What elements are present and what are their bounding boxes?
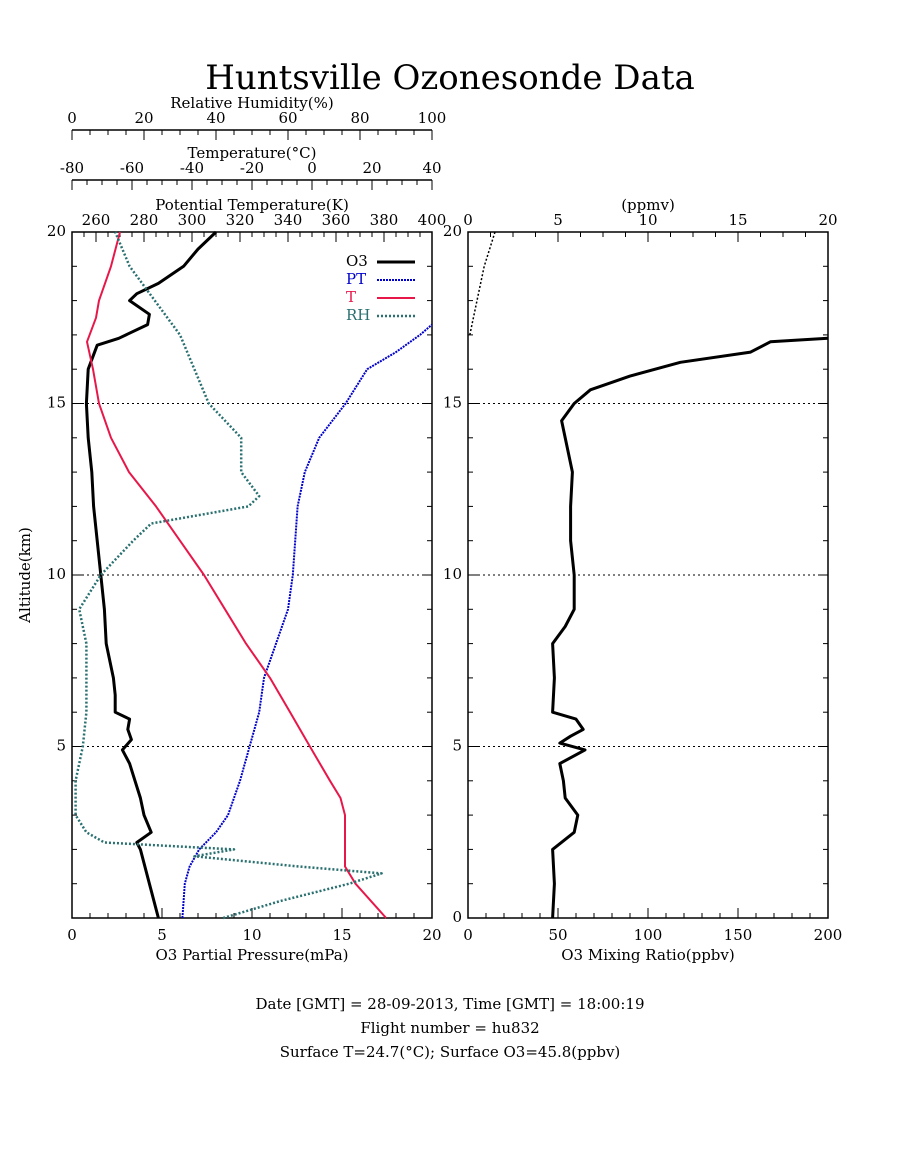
footer-line: Flight number = hu832 <box>360 1019 539 1037</box>
legend-label: RH <box>346 306 370 324</box>
top-axis-label: (ppmv) <box>621 196 675 214</box>
x-tick-label: 5 <box>157 926 167 944</box>
top-tick-label: 400 <box>418 211 447 229</box>
x-tick-label: 150 <box>724 926 753 944</box>
top-tick-label: 20 <box>818 211 837 229</box>
legend-label: T <box>346 288 356 306</box>
footer-line: Surface T=24.7(°C); Surface O3=45.8(ppbv… <box>280 1043 621 1061</box>
footer-line: Date [GMT] = 28-09-2013, Time [GMT] = 18… <box>255 995 644 1013</box>
top-tick-label: 15 <box>728 211 747 229</box>
top-tick-label: 340 <box>274 211 303 229</box>
y-tick-label: 20 <box>47 222 66 240</box>
top-tick-label: 100 <box>418 109 447 127</box>
top-tick-label: 300 <box>178 211 207 229</box>
series-line <box>181 323 433 919</box>
series-line <box>74 231 383 920</box>
top-tick-label: 280 <box>130 211 159 229</box>
y-tick-label: 10 <box>47 565 66 583</box>
y-tick-label: 5 <box>56 737 66 755</box>
x-axis-label: O3 Mixing Ratio(ppbv) <box>561 946 734 964</box>
top-tick-label: -80 <box>60 159 84 177</box>
top-tick-label: -20 <box>240 159 264 177</box>
x-tick-label: 20 <box>422 926 441 944</box>
chart-title: Huntsville Ozonesonde Data <box>205 58 695 98</box>
top-tick-label: 0 <box>307 159 317 177</box>
top-tick-label: 80 <box>350 109 369 127</box>
x-tick-label: 0 <box>67 926 77 944</box>
series-line <box>84 230 218 919</box>
top-axis-label: Potential Temperature(K) <box>155 196 349 214</box>
series-line <box>469 231 496 336</box>
x-tick-label: 50 <box>548 926 567 944</box>
x-tick-label: 200 <box>814 926 843 944</box>
y-axis-label: Altitude(km) <box>16 527 34 624</box>
top-tick-label: 40 <box>422 159 441 177</box>
top-tick-label: 5 <box>553 211 563 229</box>
y-tick-label: 15 <box>443 394 462 412</box>
top-tick-label: 260 <box>82 211 111 229</box>
top-tick-label: -60 <box>120 159 144 177</box>
legend-label: O3 <box>346 252 368 270</box>
top-tick-label: 0 <box>67 109 77 127</box>
series-line <box>86 231 387 919</box>
x-axis-label: O3 Partial Pressure(mPa) <box>155 946 348 964</box>
x-tick-label: 15 <box>332 926 351 944</box>
top-tick-label: 60 <box>278 109 297 127</box>
top-tick-label: 20 <box>362 159 381 177</box>
y-tick-label: 5 <box>452 737 462 755</box>
y-tick-label: 20 <box>443 222 462 240</box>
x-tick-label: 0 <box>463 926 473 944</box>
top-tick-label: 20 <box>134 109 153 127</box>
top-tick-label: 10 <box>638 211 657 229</box>
top-tick-label: 380 <box>370 211 399 229</box>
x-tick-label: 10 <box>242 926 261 944</box>
y-tick-label: 0 <box>452 908 462 926</box>
y-tick-label: 10 <box>443 565 462 583</box>
y-tick-label: 15 <box>47 394 66 412</box>
series-line <box>551 336 829 919</box>
top-tick-label: 40 <box>206 109 225 127</box>
x-tick-label: 100 <box>634 926 663 944</box>
legend-label: PT <box>346 270 366 288</box>
top-tick-label: 320 <box>226 211 255 229</box>
top-tick-label: -40 <box>180 159 204 177</box>
top-tick-label: 0 <box>463 211 473 229</box>
top-tick-label: 360 <box>322 211 351 229</box>
top-axis-label: Relative Humidity(%) <box>170 94 333 112</box>
top-axis-label: Temperature(°C) <box>188 144 317 162</box>
